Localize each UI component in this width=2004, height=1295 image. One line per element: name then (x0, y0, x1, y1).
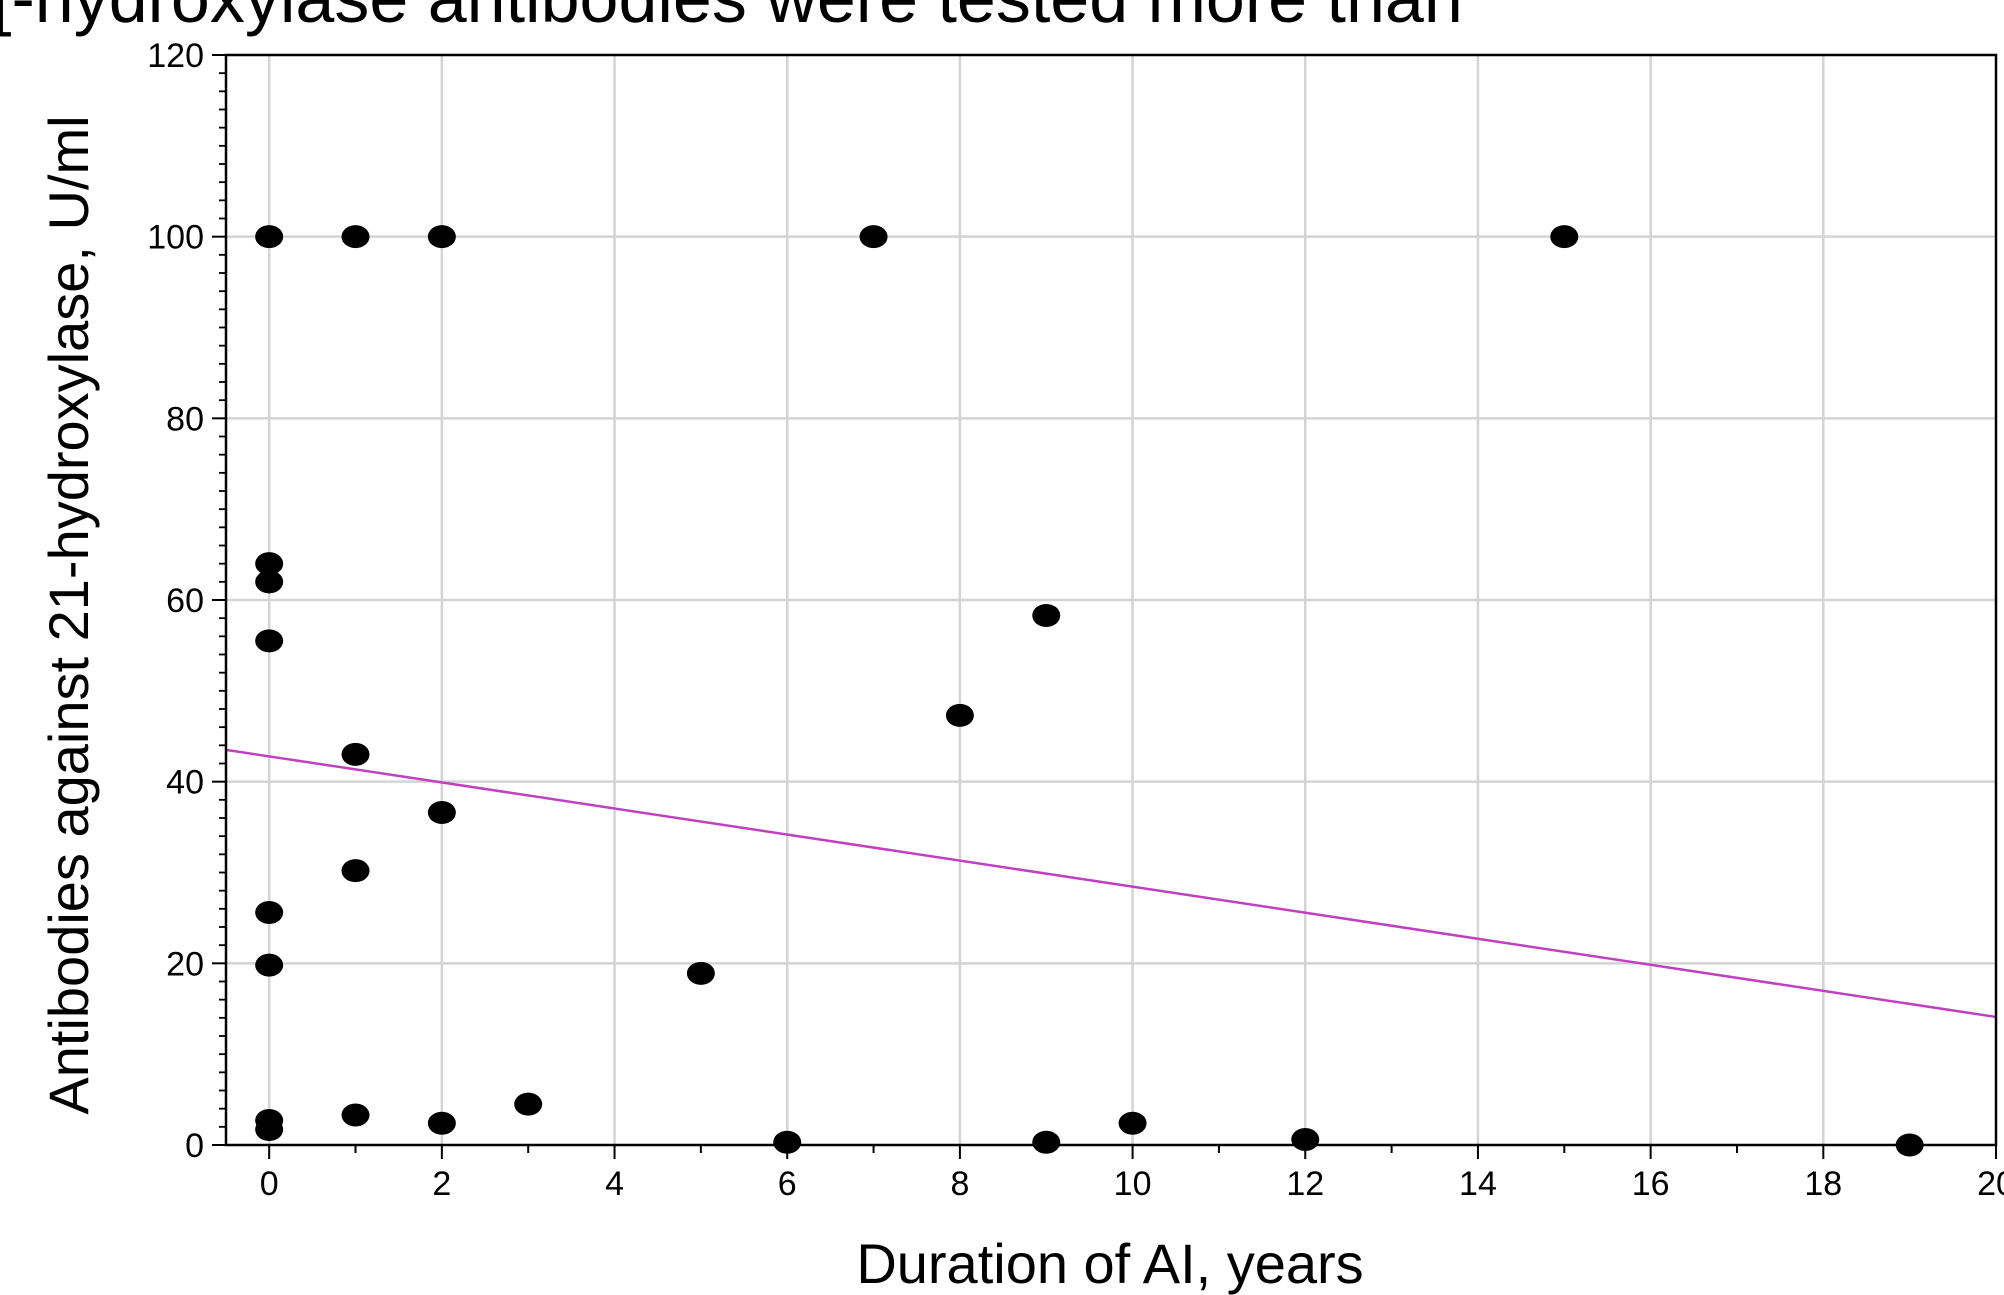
data-point (255, 900, 284, 924)
clipped-header-text: [-hydroxylase antibodies were tested mor… (0, 0, 1463, 37)
x-tick-label: 2 (432, 1165, 451, 1203)
data-point (341, 859, 370, 883)
data-point (427, 801, 456, 825)
data-point (255, 570, 284, 594)
axes: 0 2 4 6 8 10 12 14 16 18 20 0 20 40 60 80 100 120 (147, 37, 2004, 1203)
data-point (514, 1092, 543, 1116)
data-point (255, 552, 284, 576)
x-tick-label: 18 (1804, 1165, 1842, 1203)
data-point (255, 225, 284, 249)
y-tick-label: 60 (166, 582, 204, 620)
y-tick-label: 20 (166, 945, 204, 983)
regression-line (225, 748, 1997, 1019)
x-tick-label: 10 (1114, 1165, 1152, 1203)
y-tick-label: 80 (166, 400, 204, 438)
data-point (773, 1130, 802, 1154)
data-point (255, 629, 284, 653)
data-point (1895, 1133, 1924, 1157)
x-tick-label: 14 (1459, 1165, 1497, 1203)
data-point (1550, 225, 1579, 249)
data-point (859, 225, 888, 249)
data-point (427, 1111, 456, 1135)
x-tick-label: 6 (778, 1165, 797, 1203)
x-axis-title: Duration of AI, years (856, 1232, 1363, 1295)
trendline-layer (225, 748, 1997, 1019)
data-point (1032, 1130, 1061, 1154)
data-point (1032, 603, 1061, 627)
data-point (1118, 1111, 1147, 1135)
data-point (255, 953, 284, 977)
data-point (341, 225, 370, 249)
plot-frame (224, 53, 1998, 1147)
y-tick-label: 120 (147, 37, 204, 75)
data-points (255, 225, 1924, 1157)
y-tick-label: 0 (185, 1127, 204, 1165)
grid-lines (226, 55, 1996, 1145)
x-tick-label: 16 (1632, 1165, 1670, 1203)
data-point (255, 1118, 284, 1142)
y-axis-title: Antibodies against 21-hydroxylase, U/ml (37, 115, 100, 1114)
data-point (1291, 1128, 1320, 1152)
x-tick-label: 8 (950, 1165, 969, 1203)
y-tick-label: 100 (147, 219, 204, 257)
data-point (341, 1103, 370, 1127)
y-tick-label: 40 (166, 764, 204, 802)
x-tick-label: 12 (1286, 1165, 1324, 1203)
data-point (427, 225, 456, 249)
data-point (686, 961, 715, 985)
x-tick-label: 4 (605, 1165, 624, 1203)
x-tick-label: 0 (260, 1165, 279, 1203)
data-point (341, 742, 370, 766)
x-tick-label: 20 (1977, 1165, 2004, 1203)
data-point (945, 703, 974, 727)
